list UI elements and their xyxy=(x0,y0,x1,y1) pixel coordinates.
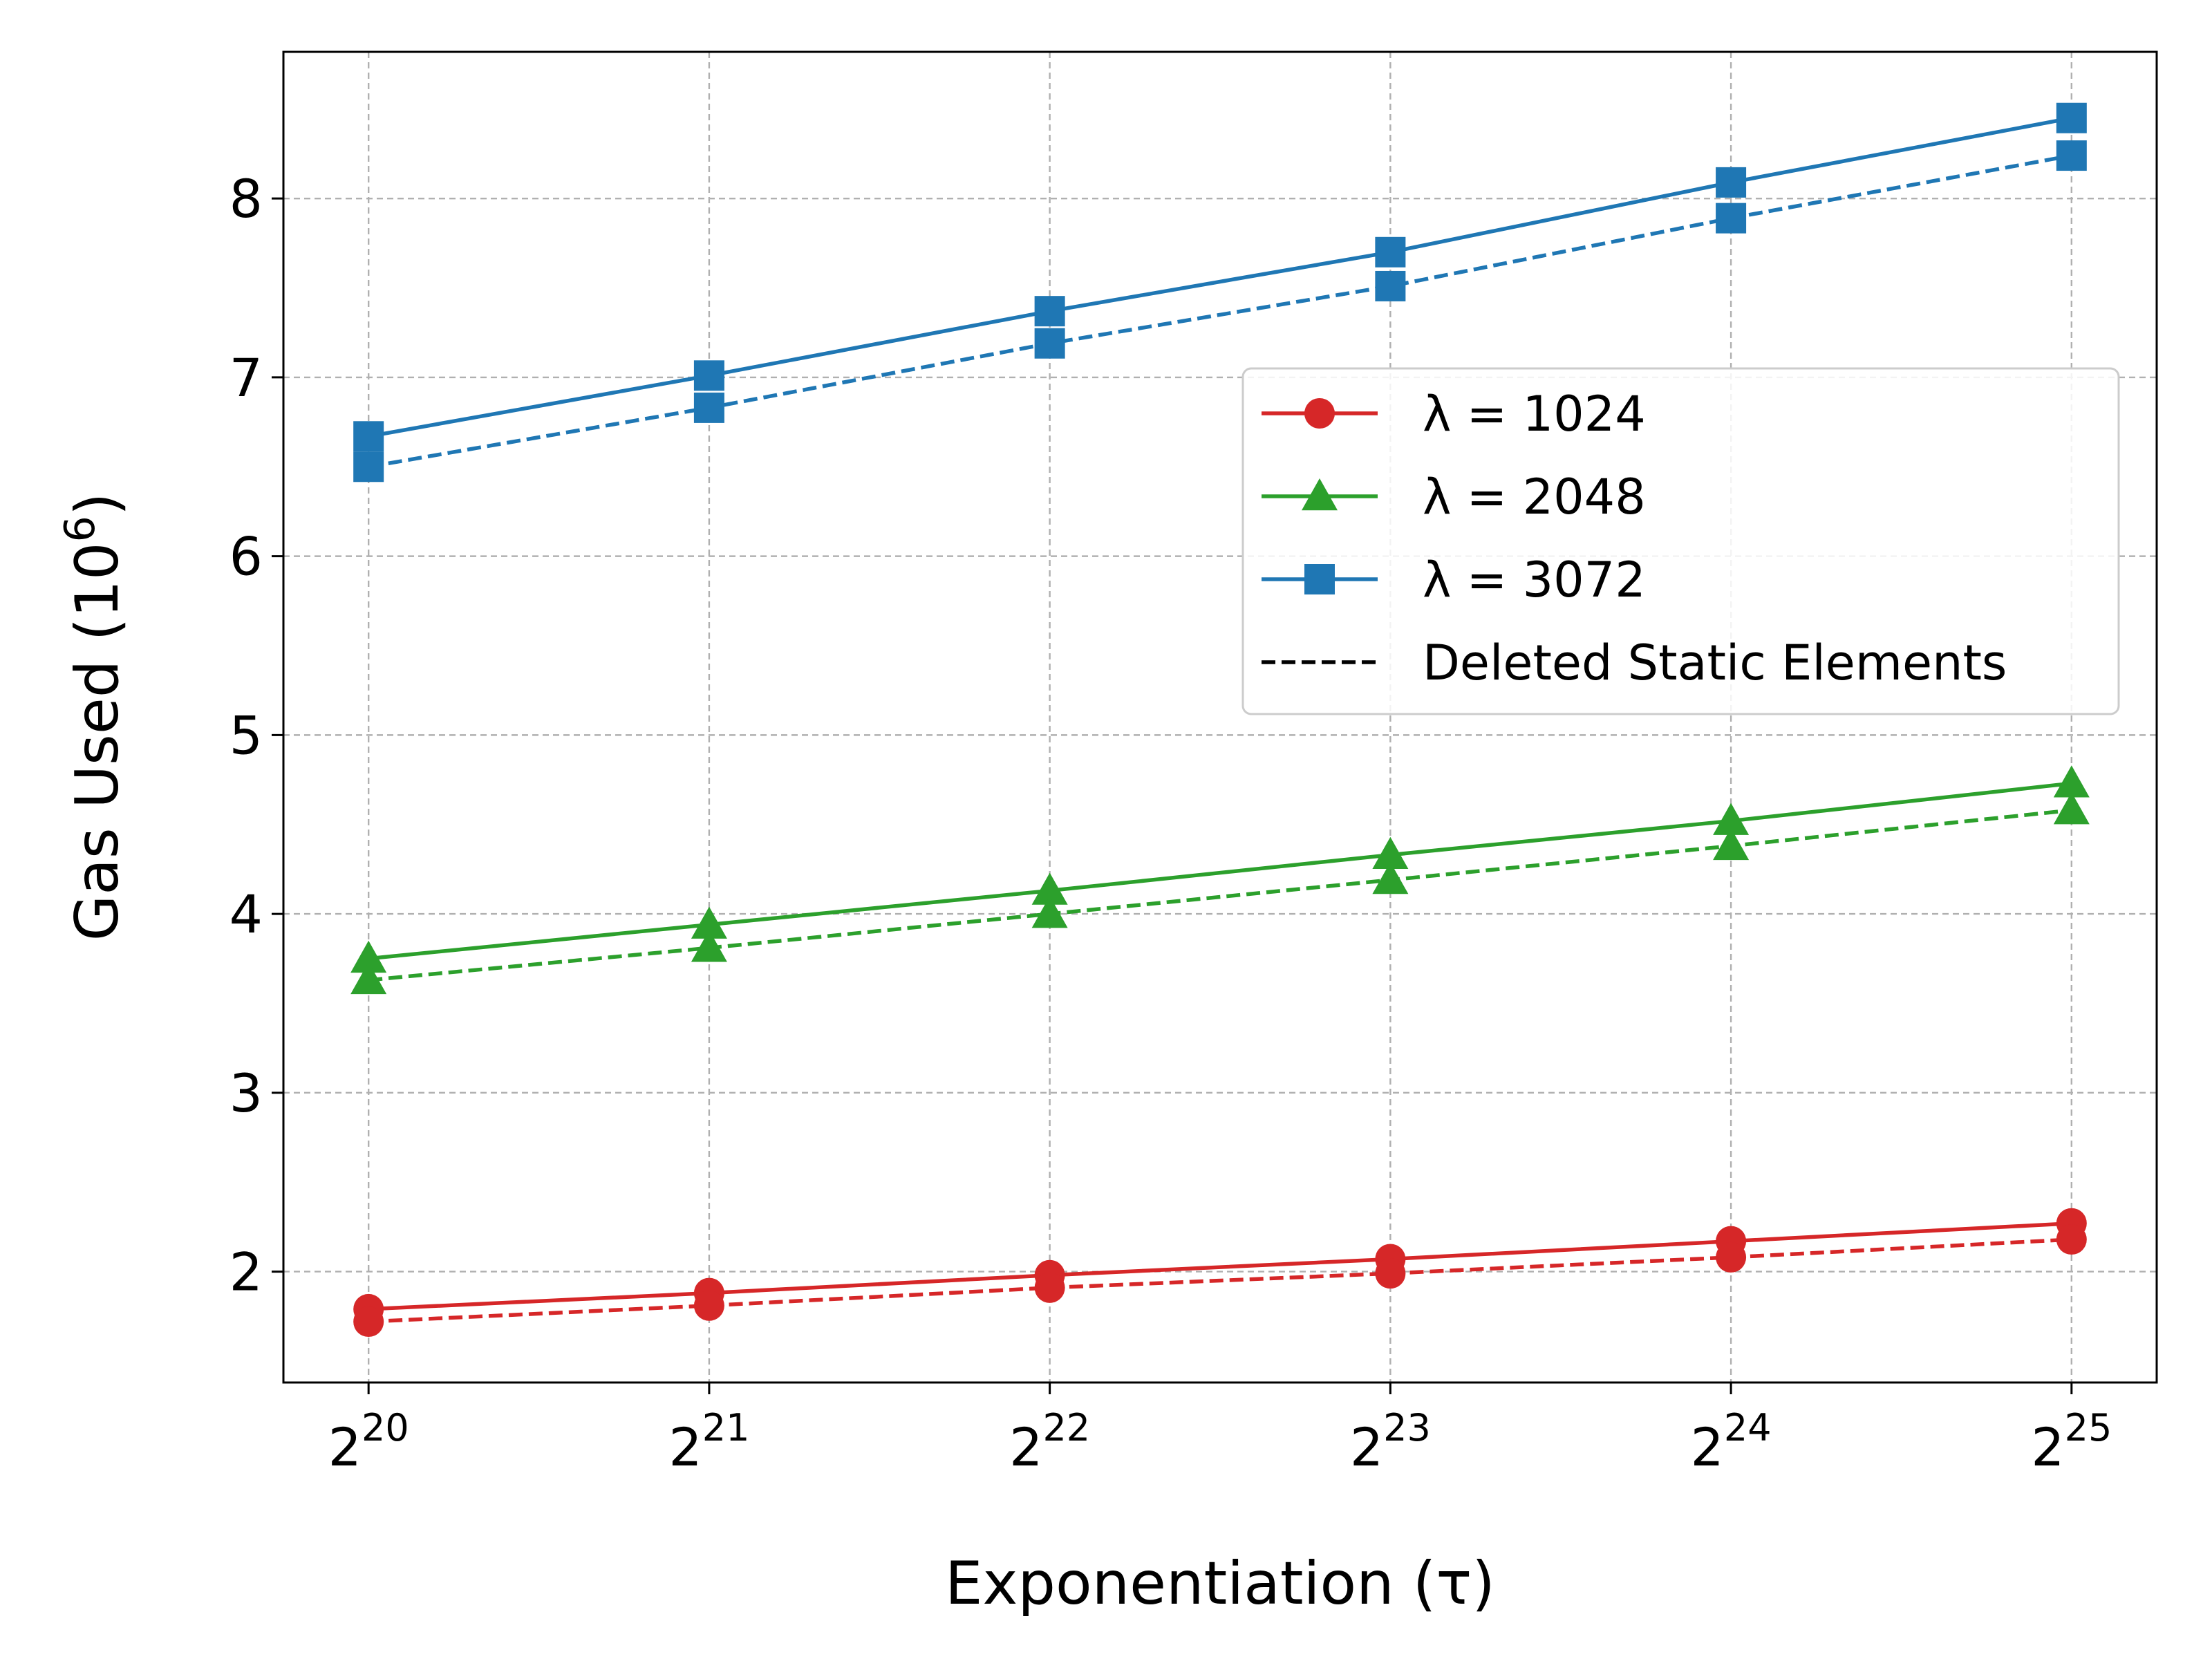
data-point xyxy=(1716,203,1747,234)
plot-frame xyxy=(282,50,2158,1384)
y-axis-label: Gas Used (106) xyxy=(56,493,132,941)
series-line xyxy=(368,1221,2072,1311)
data-point xyxy=(353,451,384,482)
series-line xyxy=(368,116,2072,438)
legend-label: Deleted Static Elements xyxy=(1423,635,2007,691)
y-tick-label: 8 xyxy=(229,168,263,229)
legend-marker xyxy=(1302,478,1338,511)
data-point xyxy=(1713,803,1750,835)
y-tick-label: 7 xyxy=(229,347,263,409)
y-tick-label: 3 xyxy=(229,1062,263,1124)
x-tick-label: 222 xyxy=(1009,1406,1090,1478)
x-tick-base: 2 xyxy=(2031,1416,2064,1478)
data-point xyxy=(2056,140,2087,171)
x-tick-base: 2 xyxy=(328,1416,362,1478)
series-line xyxy=(368,1237,2072,1324)
series-group xyxy=(353,1208,2087,1324)
series-group xyxy=(353,140,2087,482)
x-tick-exponent: 23 xyxy=(1383,1406,1431,1450)
x-tick-base: 2 xyxy=(1350,1416,1383,1478)
data-point xyxy=(1031,872,1068,905)
grid xyxy=(283,52,2157,1382)
legend-box xyxy=(1241,367,2120,715)
x-axis-label: Exponentiation (τ) xyxy=(945,1549,1495,1618)
x-tick-base: 2 xyxy=(1009,1416,1042,1478)
data-point xyxy=(1375,1258,1406,1289)
data-point xyxy=(1031,896,1068,928)
x-tick-exponent: 24 xyxy=(1724,1406,1772,1450)
y-axis-label-close: ) xyxy=(63,493,132,516)
legend-label: λ = 3072 xyxy=(1423,552,1646,608)
y-tick-label: 2 xyxy=(229,1241,263,1303)
data-point xyxy=(693,360,724,391)
data-point xyxy=(353,1306,384,1338)
data-point xyxy=(691,906,727,939)
series-group xyxy=(350,792,2090,995)
data-point xyxy=(1034,328,1065,359)
x-tick-exponent: 22 xyxy=(1042,1406,1090,1450)
data-point xyxy=(350,962,387,995)
legend-marker xyxy=(1304,398,1335,429)
data-point xyxy=(2056,102,2087,133)
data-point xyxy=(1034,1272,1065,1303)
x-tick-label: 223 xyxy=(1350,1406,1431,1478)
y-axis-label-main: Gas Used (10 xyxy=(63,542,132,941)
data-point xyxy=(1716,167,1747,198)
series-line xyxy=(368,781,2072,961)
series-line xyxy=(368,153,2072,469)
x-tick-label: 221 xyxy=(668,1406,749,1478)
data-point xyxy=(1034,296,1065,327)
legend-label: λ = 2048 xyxy=(1423,469,1646,525)
x-tick-label: 225 xyxy=(2031,1406,2112,1478)
x-tick-exponent: 25 xyxy=(2065,1406,2112,1450)
data-point xyxy=(1372,836,1409,870)
y-axis-label-exponent: 6 xyxy=(56,516,104,542)
y-tick-label: 4 xyxy=(229,883,263,945)
data-point xyxy=(2053,792,2090,825)
plot-series xyxy=(350,102,2090,1338)
y-tick-label: 6 xyxy=(229,526,263,588)
data-point xyxy=(1716,1241,1747,1273)
data-point xyxy=(1713,827,1750,861)
data-point xyxy=(2056,1224,2087,1255)
x-tick-base: 2 xyxy=(1691,1416,1724,1478)
x-tick-base: 2 xyxy=(668,1416,702,1478)
data-point xyxy=(693,1290,724,1321)
x-tick-exponent: 21 xyxy=(702,1406,750,1450)
data-point xyxy=(1375,236,1406,268)
data-point xyxy=(691,930,727,962)
legend-marker xyxy=(1304,564,1335,594)
y-tick-label: 5 xyxy=(229,704,263,766)
legend-label: λ = 1024 xyxy=(1423,386,1646,442)
data-point xyxy=(1375,270,1406,301)
x-tick-exponent: 20 xyxy=(362,1406,409,1450)
x-tick-label: 224 xyxy=(1691,1406,1772,1478)
data-point xyxy=(1372,861,1409,894)
data-point xyxy=(2053,765,2090,798)
series-group xyxy=(350,765,2090,973)
series-group xyxy=(353,1224,2087,1338)
legend: λ = 1024 λ = 2048 λ = 3072 Deleted Static E… xyxy=(1241,367,2120,715)
data-point xyxy=(350,940,387,973)
series-group xyxy=(353,102,2087,452)
series-line xyxy=(368,808,2072,982)
data-point xyxy=(353,421,384,452)
x-tick-label: 220 xyxy=(328,1406,409,1478)
data-point xyxy=(693,392,724,423)
